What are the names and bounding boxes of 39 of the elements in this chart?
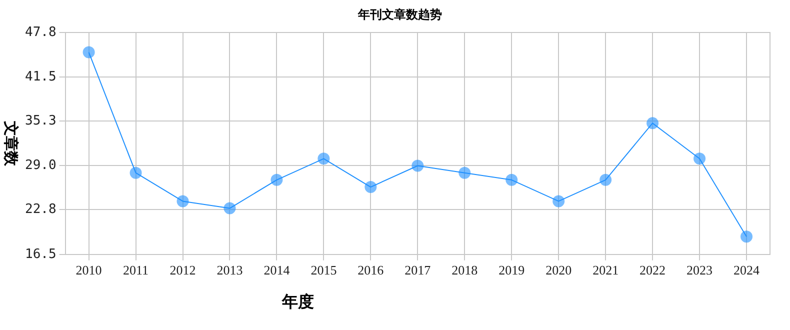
y-tick-label: 41.5 xyxy=(24,69,56,84)
x-tick-label: 2013 xyxy=(216,262,243,278)
x-tick-label: 2017 xyxy=(404,262,432,278)
point xyxy=(130,166,142,179)
point xyxy=(646,117,659,130)
point xyxy=(506,174,518,186)
x-tick-label: 2020 xyxy=(546,262,572,278)
point xyxy=(458,166,471,179)
x-tick-label: 2011 xyxy=(123,262,149,278)
y-axis-title: 文章数 xyxy=(2,120,20,167)
point xyxy=(82,46,95,58)
point xyxy=(270,174,283,186)
x-tick-label: 2016 xyxy=(358,262,384,278)
point xyxy=(364,181,377,194)
x-tick-label: 2023 xyxy=(686,262,713,278)
y-tick-label: 47.8 xyxy=(24,24,56,40)
y-tick-label: 29.0 xyxy=(24,158,56,174)
y-tick-label: 16.5 xyxy=(24,246,56,262)
point xyxy=(600,174,612,186)
x-axis-title: 年度 xyxy=(280,292,314,312)
point xyxy=(694,152,706,165)
point xyxy=(176,195,189,208)
chart-title: 年刊文章数趋势 xyxy=(357,7,442,22)
point xyxy=(412,160,424,172)
x-tick-label: 2014 xyxy=(264,262,290,278)
point xyxy=(552,195,565,208)
x-tick-label: 2022 xyxy=(640,262,666,278)
point xyxy=(318,152,330,165)
point xyxy=(224,202,236,214)
point xyxy=(740,230,753,243)
x-tick-label: 2018 xyxy=(452,262,478,278)
y-tick-label: 35.3 xyxy=(24,113,56,128)
x-tick-label: 2012 xyxy=(170,262,196,278)
y-tick-label: 22.8 xyxy=(24,202,56,218)
x-tick-label: 2024 xyxy=(734,262,760,278)
x-tick-label: 2019 xyxy=(498,262,525,278)
x-tick-label: 2021 xyxy=(592,262,619,278)
x-tick-label: 2010 xyxy=(76,262,102,278)
x-tick-label: 2015 xyxy=(310,262,337,278)
